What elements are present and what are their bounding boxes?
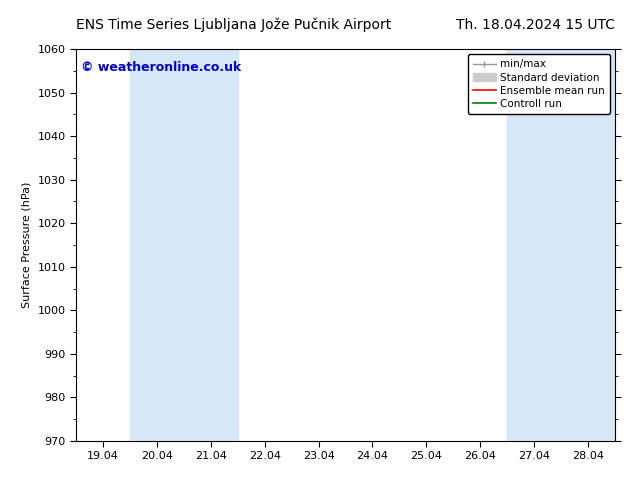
Bar bbox=[507, 49, 615, 441]
Text: Th. 18.04.2024 15 UTC: Th. 18.04.2024 15 UTC bbox=[456, 18, 615, 32]
Bar bbox=[130, 49, 238, 441]
Text: © weatheronline.co.uk: © weatheronline.co.uk bbox=[81, 61, 242, 74]
Y-axis label: Surface Pressure (hPa): Surface Pressure (hPa) bbox=[22, 182, 32, 308]
Text: ENS Time Series Ljubljana Jože Pučnik Airport: ENS Time Series Ljubljana Jože Pučnik Ai… bbox=[76, 17, 391, 32]
Legend: min/max, Standard deviation, Ensemble mean run, Controll run: min/max, Standard deviation, Ensemble me… bbox=[467, 54, 610, 114]
